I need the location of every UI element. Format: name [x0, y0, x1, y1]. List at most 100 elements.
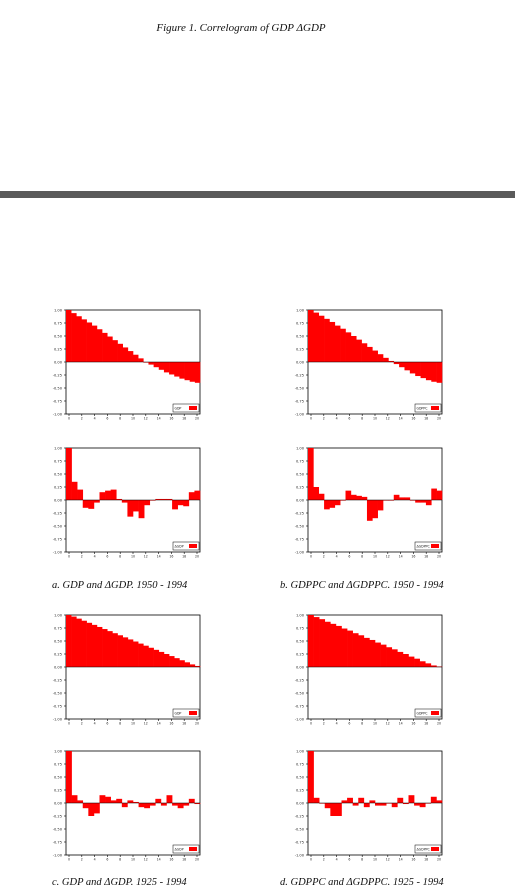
x-tick-label: 4: [336, 555, 338, 559]
legend-box: [172, 403, 200, 413]
acf-bar: [112, 340, 118, 362]
acf-bar: [88, 500, 95, 509]
y-tick-label: -0.25: [295, 679, 304, 683]
y-tick-label: -0.50: [53, 692, 63, 696]
acf-bar: [402, 654, 409, 667]
acf-bar: [399, 497, 405, 500]
acf-bar: [404, 497, 411, 500]
legend-swatch: [189, 406, 197, 410]
acf-bar: [148, 647, 154, 667]
legend-swatch: [189, 711, 197, 715]
correlogram-dgdp-1950: 1.00 0.75 0.50 0.25 0.00 -0.25 -0.50 -0.75 -1.00…: [53, 447, 201, 559]
acf-bar: [179, 660, 185, 667]
x-tick-label: 0: [68, 555, 70, 559]
y-tick-label: 0.25: [296, 653, 304, 657]
acf-bar: [345, 332, 352, 362]
acf-bar: [194, 665, 201, 667]
acf-bar: [345, 490, 352, 500]
acf-bar: [431, 362, 437, 382]
y-tick-label: 0.00: [54, 666, 63, 670]
acf-bar: [430, 665, 437, 667]
acf-bar: [375, 642, 381, 667]
y-tick-label: 0.75: [54, 627, 62, 631]
x-tick-label: 12: [144, 417, 148, 421]
y-tick-label: 0.25: [296, 348, 304, 352]
y-tick-label: -0.50: [295, 692, 305, 696]
acf-bar: [158, 651, 165, 667]
x-tick-label: 0: [310, 417, 312, 421]
acf-bar: [177, 500, 184, 506]
acf-bar: [352, 633, 359, 667]
acf-bar: [189, 362, 196, 382]
acf-bar: [347, 630, 353, 667]
y-tick-label: 0.75: [296, 460, 304, 464]
acf-bar: [163, 654, 170, 667]
acf-bar: [169, 362, 175, 375]
acf-bar: [361, 343, 368, 362]
y-tick-label: 0.50: [54, 335, 63, 339]
y-tick-label: 0.25: [54, 348, 62, 352]
acf-bar: [66, 751, 72, 803]
x-tick-label: 0: [310, 555, 312, 559]
acf-bar: [117, 343, 123, 362]
x-tick-label: 10: [373, 555, 377, 559]
acf-bar: [99, 492, 106, 500]
x-tick-label: 14: [157, 722, 161, 726]
acf-bar: [308, 310, 314, 362]
acf-bar: [313, 797, 320, 803]
acf-bar: [393, 362, 400, 365]
y-tick-label: -0.75: [295, 841, 304, 845]
legend-label: GDPPC: [417, 407, 429, 411]
acf-bar: [153, 362, 160, 368]
x-tick-label: 14: [399, 555, 403, 559]
acf-bar: [172, 803, 178, 806]
acf-bar: [105, 796, 111, 803]
x-tick-label: 16: [411, 417, 415, 421]
x-tick-label: 14: [399, 417, 403, 421]
acf-bar: [313, 312, 320, 362]
acf-bar: [121, 803, 128, 808]
acf-bar: [415, 362, 421, 377]
acf-bar: [347, 797, 353, 803]
acf-bar: [189, 664, 196, 667]
correlogram-dgdp-1925: 1.00 0.75 0.50 0.25 0.00 -0.25 -0.50 -0.75 -1.00…: [53, 750, 201, 862]
y-tick-label: -1.00: [295, 854, 305, 858]
legend-box: [172, 708, 200, 718]
x-tick-label: 20: [195, 858, 199, 862]
x-tick-label: 10: [131, 417, 135, 421]
acf-bar: [133, 500, 139, 512]
acf-bar: [397, 797, 404, 803]
acf-bar: [91, 325, 98, 362]
y-tick-label: 0.50: [296, 776, 305, 780]
acf-bar: [105, 490, 111, 500]
acf-bar: [99, 795, 106, 803]
x-tick-label: 16: [411, 722, 415, 726]
x-tick-label: 12: [386, 555, 390, 559]
acf-bar: [148, 362, 154, 365]
acf-bar: [102, 332, 108, 362]
acf-bar: [66, 310, 72, 362]
correlogram-gdp-1925: 1.00 0.75 0.50 0.25 0.00 -0.25 -0.50 -0.75 -1.00…: [53, 614, 201, 726]
x-tick-label: 8: [119, 555, 121, 559]
x-tick-label: 14: [399, 722, 403, 726]
y-tick-label: 0.25: [296, 789, 304, 793]
acf-bar: [127, 639, 134, 667]
x-tick-label: 18: [182, 858, 186, 862]
y-tick-label: -0.75: [53, 400, 62, 404]
acf-bar: [107, 631, 113, 667]
acf-bar: [96, 329, 103, 362]
x-tick-label: 12: [144, 858, 148, 862]
acf-bar: [361, 496, 368, 500]
x-tick-label: 18: [424, 858, 428, 862]
y-tick-label: 1.00: [296, 447, 305, 451]
y-tick-label: -0.50: [295, 387, 305, 391]
acf-bar: [318, 493, 325, 500]
acf-bar: [308, 751, 314, 803]
x-tick-label: 4: [94, 722, 96, 726]
y-tick-label: 0.50: [54, 473, 63, 477]
x-tick-label: 8: [361, 858, 363, 862]
legend-swatch: [431, 711, 439, 715]
x-tick-label: 0: [310, 858, 312, 862]
legend-box: [414, 844, 442, 854]
acf-bar: [110, 489, 117, 500]
